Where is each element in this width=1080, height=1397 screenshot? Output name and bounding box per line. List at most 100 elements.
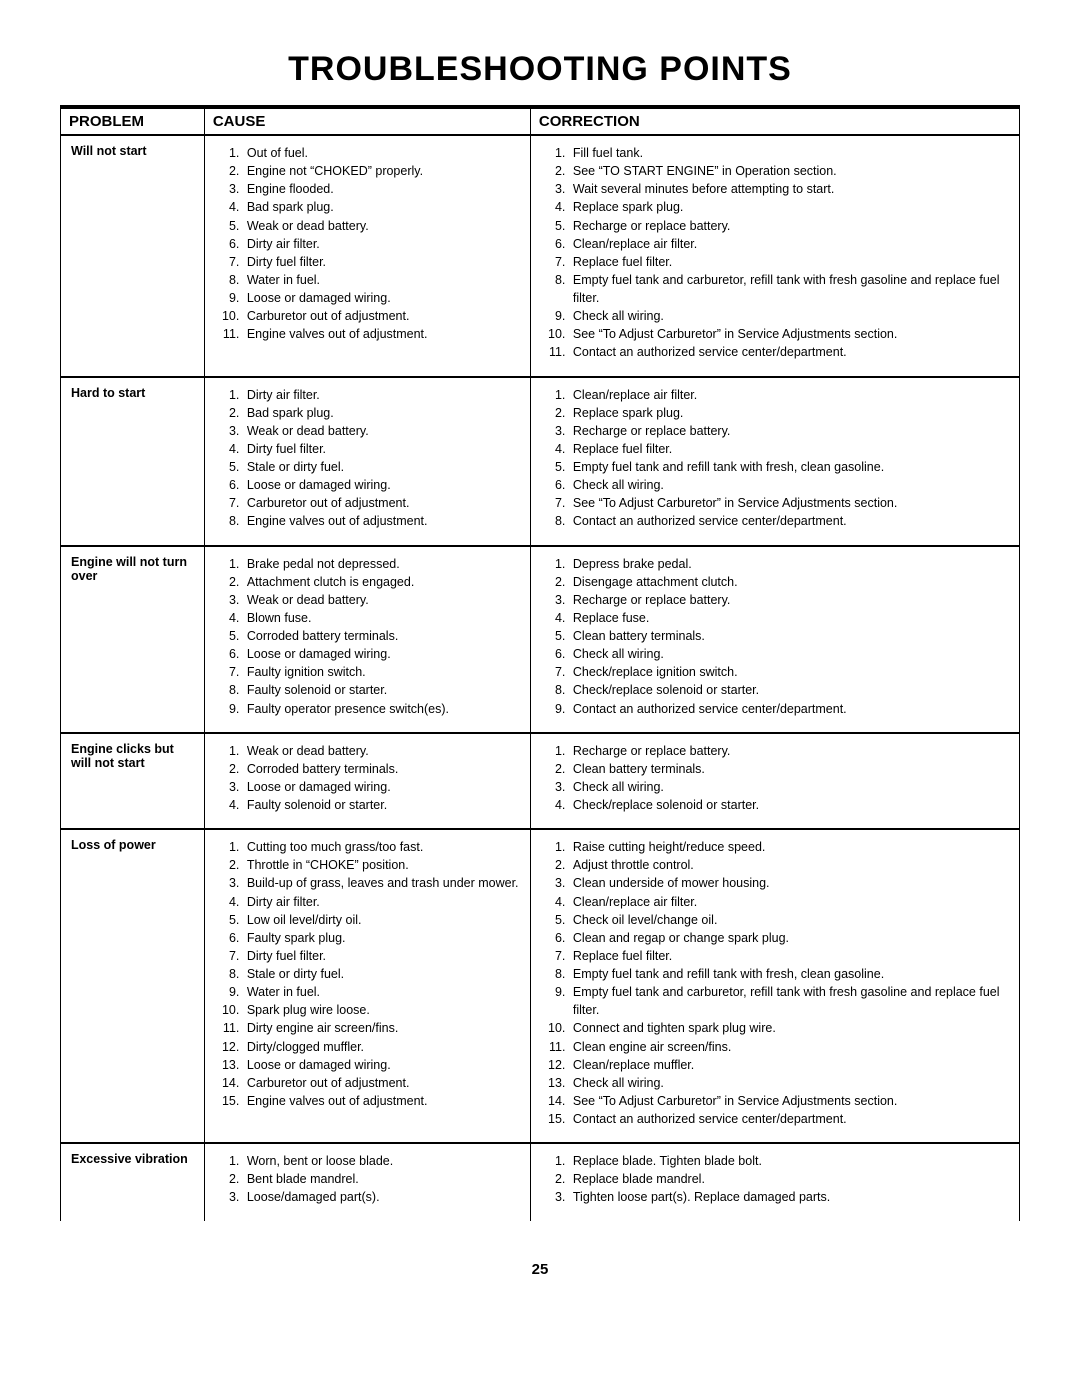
table-row: Engine clicks but will not startWeak or … bbox=[61, 733, 1020, 830]
list-item: Weak or dead battery. bbox=[243, 422, 520, 440]
list-item: Throttle in “CHOKE” position. bbox=[243, 856, 520, 874]
list-item: Weak or dead battery. bbox=[243, 217, 520, 235]
list-item: Dirty fuel filter. bbox=[243, 253, 520, 271]
list-item: Dirty air filter. bbox=[243, 235, 520, 253]
list-item: Check all wiring. bbox=[569, 1074, 1009, 1092]
cause-list: Out of fuel.Engine not “CHOKED” properly… bbox=[215, 144, 520, 343]
list-item: Contact an authorized service center/dep… bbox=[569, 700, 1009, 718]
list-item: Engine flooded. bbox=[243, 180, 520, 198]
page-title: TROUBLESHOOTING POINTS bbox=[60, 50, 1020, 89]
list-item: Dirty air filter. bbox=[243, 893, 520, 911]
list-item: Blown fuse. bbox=[243, 609, 520, 627]
table-row: Will not startOut of fuel.Engine not “CH… bbox=[61, 135, 1020, 377]
list-item: Replace fuse. bbox=[569, 609, 1009, 627]
list-item: Check all wiring. bbox=[569, 307, 1009, 325]
list-item: Check/replace solenoid or starter. bbox=[569, 681, 1009, 699]
page-number: 25 bbox=[60, 1261, 1020, 1278]
list-item: Check/replace ignition switch. bbox=[569, 663, 1009, 681]
correction-list: Replace blade. Tighten blade bolt.Replac… bbox=[541, 1152, 1009, 1206]
list-item: Faulty operator presence switch(es). bbox=[243, 700, 520, 718]
correction-cell: Replace blade. Tighten blade bolt.Replac… bbox=[530, 1143, 1019, 1220]
correction-list: Depress brake pedal.Disengage attachment… bbox=[541, 555, 1009, 718]
list-item: Weak or dead battery. bbox=[243, 742, 520, 760]
list-item: Wait several minutes before attempting t… bbox=[569, 180, 1009, 198]
table-row: Loss of powerCutting too much grass/too … bbox=[61, 829, 1020, 1143]
list-item: Faulty spark plug. bbox=[243, 929, 520, 947]
cause-cell: Dirty air filter.Bad spark plug.Weak or … bbox=[204, 377, 530, 546]
problem-cell: Will not start bbox=[61, 135, 205, 377]
list-item: Loose or damaged wiring. bbox=[243, 289, 520, 307]
cause-list: Cutting too much grass/too fast.Throttle… bbox=[215, 838, 520, 1110]
list-item: Contact an authorized service center/dep… bbox=[569, 1110, 1009, 1128]
list-item: Tighten loose part(s). Replace damaged p… bbox=[569, 1188, 1009, 1206]
cause-list: Brake pedal not depressed.Attachment clu… bbox=[215, 555, 520, 718]
problem-cell: Loss of power bbox=[61, 829, 205, 1143]
list-item: Fill fuel tank. bbox=[569, 144, 1009, 162]
header-cause: CAUSE bbox=[204, 107, 530, 135]
correction-list: Recharge or replace battery.Clean batter… bbox=[541, 742, 1009, 815]
list-item: Check all wiring. bbox=[569, 476, 1009, 494]
cause-cell: Out of fuel.Engine not “CHOKED” properly… bbox=[204, 135, 530, 377]
list-item: Contact an authorized service center/dep… bbox=[569, 512, 1009, 530]
list-item: Build-up of grass, leaves and trash unde… bbox=[243, 874, 520, 892]
list-item: Check/replace solenoid or starter. bbox=[569, 796, 1009, 814]
cause-cell: Worn, bent or loose blade.Bent blade man… bbox=[204, 1143, 530, 1220]
list-item: Faulty solenoid or starter. bbox=[243, 796, 520, 814]
list-item: Spark plug wire loose. bbox=[243, 1001, 520, 1019]
list-item: Recharge or replace battery. bbox=[569, 742, 1009, 760]
correction-cell: Recharge or replace battery.Clean batter… bbox=[530, 733, 1019, 830]
list-item: Recharge or replace battery. bbox=[569, 422, 1009, 440]
table-row: Engine will not turn overBrake pedal not… bbox=[61, 546, 1020, 733]
list-item: Bad spark plug. bbox=[243, 404, 520, 422]
list-item: Bad spark plug. bbox=[243, 198, 520, 216]
list-item: Clean/replace air filter. bbox=[569, 386, 1009, 404]
list-item: Adjust throttle control. bbox=[569, 856, 1009, 874]
list-item: Recharge or replace battery. bbox=[569, 217, 1009, 235]
list-item: Clean battery terminals. bbox=[569, 760, 1009, 778]
list-item: Clean/replace air filter. bbox=[569, 893, 1009, 911]
list-item: Clean engine air screen/fins. bbox=[569, 1038, 1009, 1056]
list-item: See “To Adjust Carburetor” in Service Ad… bbox=[569, 325, 1009, 343]
list-item: Empty fuel tank and refill tank with fre… bbox=[569, 965, 1009, 983]
cause-list: Weak or dead battery.Corroded battery te… bbox=[215, 742, 520, 815]
list-item: Check oil level/change oil. bbox=[569, 911, 1009, 929]
list-item: See “TO START ENGINE” in Operation secti… bbox=[569, 162, 1009, 180]
list-item: Replace fuel filter. bbox=[569, 253, 1009, 271]
table-row: Excessive vibrationWorn, bent or loose b… bbox=[61, 1143, 1020, 1220]
list-item: Stale or dirty fuel. bbox=[243, 458, 520, 476]
list-item: Check all wiring. bbox=[569, 778, 1009, 796]
list-item: Cutting too much grass/too fast. bbox=[243, 838, 520, 856]
list-item: Carburetor out of adjustment. bbox=[243, 307, 520, 325]
list-item: Clean/replace air filter. bbox=[569, 235, 1009, 253]
list-item: Stale or dirty fuel. bbox=[243, 965, 520, 983]
correction-cell: Raise cutting height/reduce speed.Adjust… bbox=[530, 829, 1019, 1143]
list-item: Attachment clutch is engaged. bbox=[243, 573, 520, 591]
problem-cell: Engine will not turn over bbox=[61, 546, 205, 733]
table-body: Will not startOut of fuel.Engine not “CH… bbox=[61, 135, 1020, 1221]
list-item: Disengage attachment clutch. bbox=[569, 573, 1009, 591]
list-item: Weak or dead battery. bbox=[243, 591, 520, 609]
list-item: Replace spark plug. bbox=[569, 404, 1009, 422]
list-item: Clean and regap or change spark plug. bbox=[569, 929, 1009, 947]
correction-cell: Depress brake pedal.Disengage attachment… bbox=[530, 546, 1019, 733]
list-item: Water in fuel. bbox=[243, 983, 520, 1001]
list-item: Out of fuel. bbox=[243, 144, 520, 162]
table-row: Hard to startDirty air filter.Bad spark … bbox=[61, 377, 1020, 546]
correction-list: Fill fuel tank.See “TO START ENGINE” in … bbox=[541, 144, 1009, 362]
list-item: See “To Adjust Carburetor” in Service Ad… bbox=[569, 494, 1009, 512]
list-item: Dirty engine air screen/fins. bbox=[243, 1019, 520, 1037]
list-item: Worn, bent or loose blade. bbox=[243, 1152, 520, 1170]
list-item: Dirty fuel filter. bbox=[243, 440, 520, 458]
cause-cell: Brake pedal not depressed.Attachment clu… bbox=[204, 546, 530, 733]
list-item: Engine valves out of adjustment. bbox=[243, 1092, 520, 1110]
cause-list: Worn, bent or loose blade.Bent blade man… bbox=[215, 1152, 520, 1206]
list-item: Water in fuel. bbox=[243, 271, 520, 289]
correction-cell: Clean/replace air filter.Replace spark p… bbox=[530, 377, 1019, 546]
correction-list: Raise cutting height/reduce speed.Adjust… bbox=[541, 838, 1009, 1128]
list-item: Loose/damaged part(s). bbox=[243, 1188, 520, 1206]
list-item: Clean/replace muffler. bbox=[569, 1056, 1009, 1074]
list-item: Corroded battery terminals. bbox=[243, 627, 520, 645]
cause-cell: Cutting too much grass/too fast.Throttle… bbox=[204, 829, 530, 1143]
list-item: Dirty/clogged muffler. bbox=[243, 1038, 520, 1056]
list-item: Recharge or replace battery. bbox=[569, 591, 1009, 609]
